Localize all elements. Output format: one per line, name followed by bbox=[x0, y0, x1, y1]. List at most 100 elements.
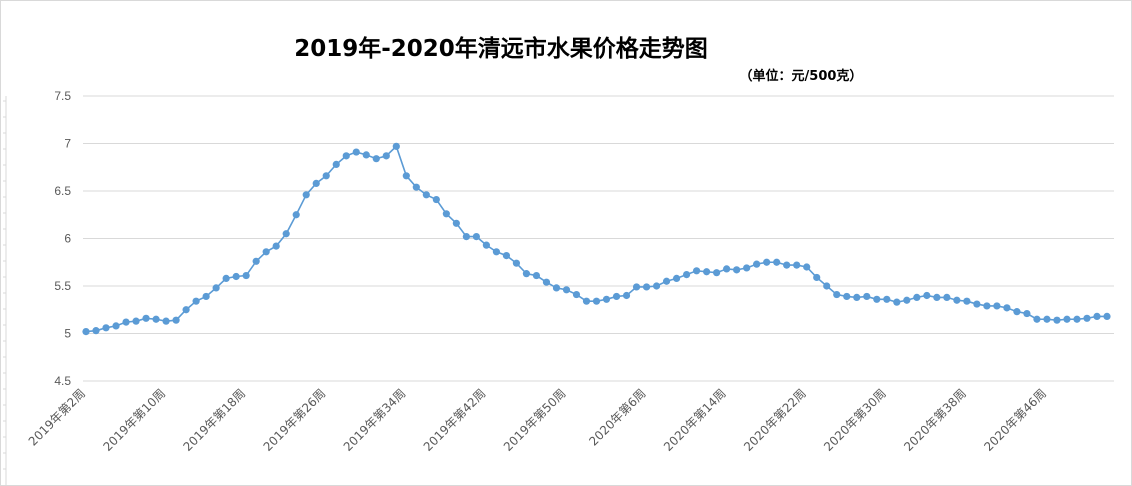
data-point bbox=[242, 271, 250, 280]
data-point bbox=[562, 286, 571, 294]
data-point bbox=[122, 318, 130, 326]
data-point bbox=[873, 295, 881, 303]
data-point bbox=[152, 315, 160, 323]
data-point bbox=[182, 306, 190, 314]
y-tick-label: 5 bbox=[64, 327, 71, 341]
y-tick-label: 7.5 bbox=[54, 89, 71, 103]
data-point bbox=[372, 155, 380, 163]
data-point bbox=[532, 271, 541, 280]
y-tick-label: 5.5 bbox=[54, 279, 71, 293]
data-point bbox=[142, 314, 150, 322]
data-point bbox=[1003, 304, 1011, 312]
data-point bbox=[192, 297, 200, 305]
data-point bbox=[332, 160, 340, 168]
x-tick-label: 2020年第38周 bbox=[901, 386, 969, 454]
data-point bbox=[462, 233, 470, 241]
y-axis-ticks: 4.5 5 5.5 6 6.5 7 7.5 bbox=[54, 89, 71, 388]
gridlines bbox=[3, 95, 1114, 485]
data-point bbox=[903, 296, 911, 304]
data-point bbox=[622, 291, 631, 300]
data-point bbox=[592, 297, 601, 305]
data-point bbox=[973, 300, 981, 308]
data-point bbox=[212, 284, 220, 292]
data-point bbox=[773, 258, 781, 266]
data-point bbox=[692, 267, 701, 275]
data-point bbox=[652, 282, 661, 290]
data-point bbox=[482, 241, 490, 249]
data-point bbox=[172, 316, 180, 324]
data-point bbox=[272, 242, 280, 250]
data-point bbox=[883, 295, 891, 303]
data-point bbox=[502, 252, 511, 260]
x-tick-label: 2020年第6周 bbox=[586, 386, 648, 448]
y-tick-label: 6.5 bbox=[54, 184, 71, 198]
data-point bbox=[412, 183, 420, 191]
x-tick-label: 2019年第42周 bbox=[421, 386, 489, 454]
data-point bbox=[582, 297, 591, 305]
data-point bbox=[763, 258, 771, 266]
series bbox=[82, 142, 1111, 336]
data-point bbox=[202, 292, 210, 301]
data-point bbox=[452, 219, 460, 227]
y-tick-label: 7 bbox=[64, 137, 71, 151]
data-point bbox=[823, 282, 831, 290]
data-point bbox=[853, 293, 861, 301]
x-tick-label: 2020年第22周 bbox=[741, 386, 809, 454]
data-point bbox=[362, 151, 370, 159]
data-point bbox=[1023, 309, 1031, 318]
data-point bbox=[1083, 314, 1091, 322]
x-tick-label: 2019年第18周 bbox=[181, 386, 249, 454]
data-point bbox=[292, 211, 300, 219]
data-point bbox=[542, 278, 551, 286]
data-point bbox=[262, 248, 270, 256]
x-tick-label: 2019年第10周 bbox=[100, 386, 168, 454]
data-point bbox=[472, 233, 480, 241]
data-point bbox=[352, 148, 360, 156]
data-point bbox=[392, 142, 400, 150]
data-point bbox=[642, 283, 651, 291]
data-point bbox=[703, 268, 711, 276]
data-point bbox=[1013, 308, 1021, 316]
data-point bbox=[983, 302, 991, 310]
data-point bbox=[432, 195, 440, 204]
y-tick-label: 4.5 bbox=[54, 374, 71, 388]
y-tick-label: 6 bbox=[64, 232, 71, 246]
data-point bbox=[833, 290, 841, 299]
data-point bbox=[963, 297, 971, 305]
data-point bbox=[953, 296, 961, 304]
chart-title: 2019年-2020年清远市水果价格走势图 bbox=[294, 36, 708, 62]
data-point bbox=[682, 271, 691, 279]
data-point bbox=[1093, 312, 1101, 320]
data-point bbox=[893, 298, 901, 306]
data-point bbox=[302, 191, 310, 199]
x-tick-label: 2020年第46周 bbox=[981, 386, 1049, 454]
data-point bbox=[322, 172, 330, 180]
data-point bbox=[132, 317, 140, 325]
data-point bbox=[933, 293, 941, 301]
x-tick-label: 2019年第50周 bbox=[501, 386, 569, 454]
data-point bbox=[602, 295, 611, 303]
data-point bbox=[733, 266, 741, 274]
data-point bbox=[442, 210, 450, 218]
data-point bbox=[1043, 315, 1051, 323]
data-point bbox=[512, 259, 521, 267]
data-point bbox=[913, 293, 921, 301]
data-point bbox=[612, 292, 621, 301]
data-point bbox=[92, 327, 100, 335]
x-tick-label: 2019年第26周 bbox=[261, 386, 329, 454]
data-point bbox=[713, 269, 721, 277]
data-point bbox=[82, 328, 90, 336]
data-point bbox=[943, 293, 951, 301]
x-axis-ticks: 2019年第2周 2019年第10周 2019年第18周 2019年第26周 2019年… bbox=[26, 386, 1049, 454]
data-point bbox=[632, 283, 641, 291]
data-point bbox=[232, 272, 240, 281]
data-point bbox=[422, 191, 430, 199]
data-point bbox=[1103, 312, 1111, 320]
data-point bbox=[813, 273, 821, 282]
data-point bbox=[522, 270, 531, 278]
data-point bbox=[783, 261, 791, 269]
data-point bbox=[102, 324, 110, 332]
data-point bbox=[342, 152, 350, 160]
